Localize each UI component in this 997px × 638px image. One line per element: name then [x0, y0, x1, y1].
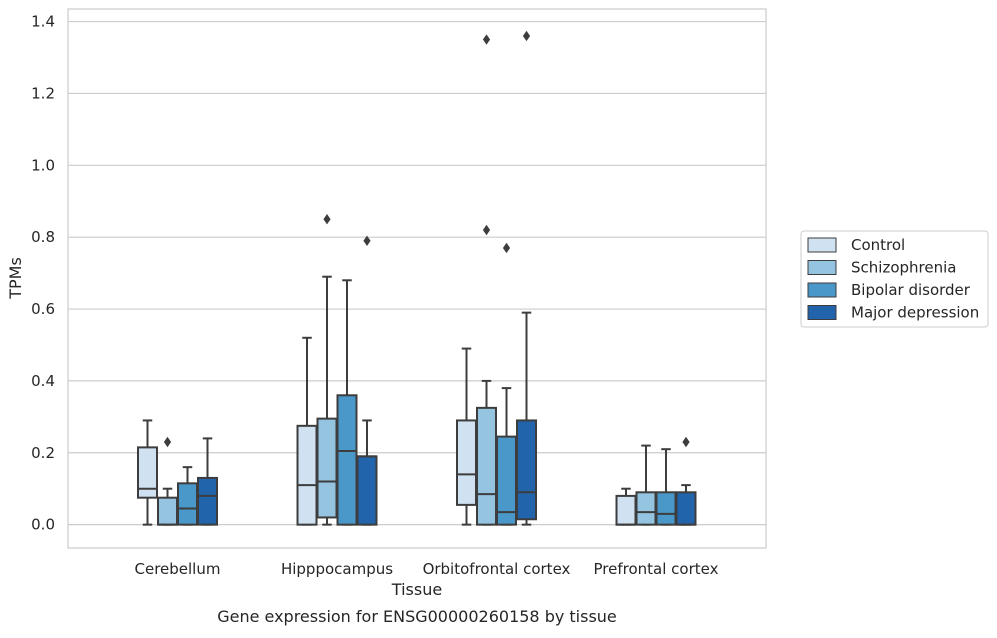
box-element: [635, 444, 657, 526]
box-body: [635, 491, 657, 526]
box-body: [316, 417, 338, 519]
box-element: [336, 279, 358, 526]
box-element: [296, 336, 318, 526]
box-element: [316, 214, 338, 526]
box-body: [137, 446, 158, 499]
box-body: [655, 491, 677, 526]
box-body: [336, 394, 358, 526]
outlier-point: [163, 436, 172, 448]
legend-label: Bipolar disorder: [851, 281, 971, 299]
x-tick-label: Prefrontal cortex: [594, 560, 719, 578]
box-body: [197, 476, 218, 526]
chart-caption: Gene expression for ENSG00000260158 by t…: [217, 607, 617, 626]
box-body: [456, 419, 477, 506]
x-tick-labels: Cerebellum Hipppocampus Orbitofrontal cort…: [135, 560, 719, 578]
legend-swatch: [807, 282, 837, 298]
outlier-point: [363, 235, 371, 246]
legend-items: Control Schizophrenia Bipolar disorder Majo…: [807, 236, 979, 322]
x-tick-label: Cerebellum: [135, 560, 221, 578]
box-groups: [137, 30, 697, 526]
legend-swatch: [807, 237, 837, 253]
box-body: [615, 494, 637, 526]
y-tick-label: 0.6: [31, 300, 55, 318]
legend-swatch: [807, 260, 837, 275]
legend: Control Schizophrenia Bipolar disorder Majo…: [800, 230, 989, 328]
box-element: [197, 437, 218, 526]
box-body: [177, 482, 198, 526]
outlier-point: [682, 436, 690, 448]
box-element: [675, 436, 697, 526]
legend-label: Schizophrenia: [851, 259, 956, 277]
box-element: [615, 487, 637, 526]
y-tick-label: 0.2: [31, 444, 55, 462]
y-tick-label: 1.0: [31, 156, 55, 174]
x-tick-label: Orbitofrontal cortex: [423, 560, 571, 578]
y-tick-label: 0.4: [31, 372, 55, 390]
box-element: [476, 34, 497, 526]
box-element: [655, 448, 677, 526]
x-tick-label: Hipppocampus: [281, 560, 393, 578]
box-body: [356, 455, 378, 526]
outlier-point: [522, 30, 531, 42]
x-axis-label: Tissue: [391, 580, 442, 599]
y-tick-label: 1.4: [31, 13, 55, 31]
box-element: [137, 419, 158, 526]
y-tick-labels: 0.0 0.2 0.4 0.6 0.8 1.0 1.2 1.4: [31, 13, 55, 534]
outlier-point: [482, 224, 491, 236]
y-tick-label: 1.2: [31, 84, 55, 102]
outlier-point: [502, 242, 511, 254]
box-body: [516, 419, 537, 521]
box-element: [516, 30, 537, 526]
y-axis-label: TPMs: [6, 257, 25, 300]
box-body: [296, 424, 318, 526]
y-tick-label: 0.8: [31, 228, 55, 246]
legend-label: Control: [851, 236, 905, 254]
legend-label: Major depression: [851, 304, 979, 322]
legend-frame: [800, 230, 989, 328]
box-element: [356, 235, 378, 526]
box-body: [157, 496, 178, 526]
box-body: [675, 491, 697, 526]
plot-frame: [67, 8, 767, 549]
y-tick-label: 0.0: [31, 516, 55, 534]
outlier-point: [482, 34, 491, 45]
outlier-point: [323, 214, 331, 225]
box-body: [476, 406, 497, 526]
box-element: [496, 242, 517, 526]
legend-swatch: [807, 305, 837, 320]
